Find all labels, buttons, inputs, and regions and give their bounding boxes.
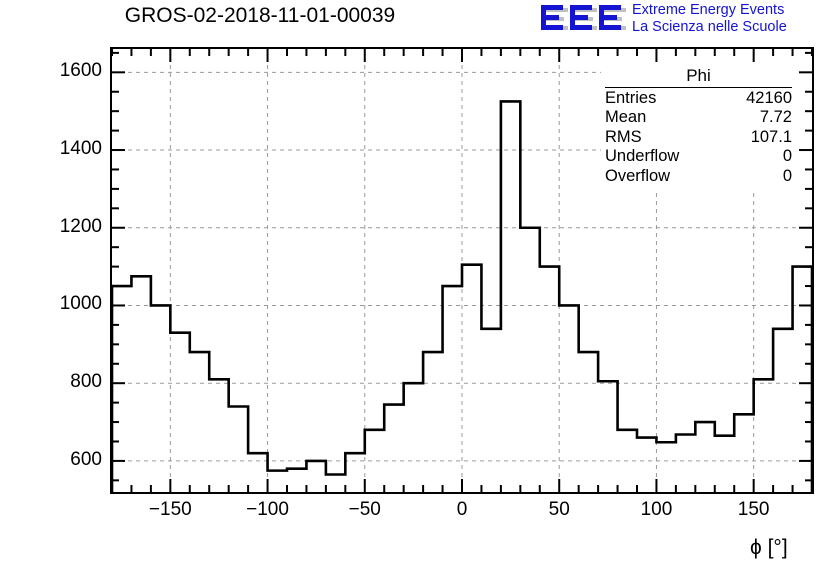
y-tick-label: 1600	[59, 60, 102, 82]
stats-title: Phi	[605, 66, 792, 88]
page-title: GROS-02-2018-11-01-00039	[124, 4, 396, 27]
x-tick-label: −150	[148, 499, 192, 520]
x-tick-label: 150	[737, 499, 770, 520]
stats-box: Phi Entries 42160 Mean 7.72 RMS 107.1 Underflo…	[601, 64, 796, 189]
stats-row-value: 0	[782, 166, 792, 185]
stats-row-value: 42160	[746, 88, 792, 107]
x-axis-title: ϕ [°]	[750, 536, 788, 559]
stats-row-key: Mean	[605, 108, 647, 126]
y-tick-label: 1400	[59, 138, 102, 160]
eee-logo-line1: Extreme Energy Events	[632, 2, 785, 18]
stats-rows: Entries 42160 Mean 7.72 RMS 107.1 Underflow 0 Ov…	[605, 89, 792, 187]
x-tick-label: 50	[548, 499, 570, 520]
stats-row: Overflow 0	[605, 167, 792, 187]
axis-ticks	[112, 49, 812, 492]
x-tick-label: 0	[456, 499, 468, 520]
y-tick-label: 800	[70, 371, 102, 393]
stats-row: RMS 107.1	[605, 128, 792, 148]
histogram-step-line	[112, 100, 812, 492]
stats-row-key: Underflow	[605, 147, 680, 165]
stats-row: Mean 7.72	[605, 108, 792, 128]
plot-area	[112, 49, 812, 492]
stats-row: Underflow 0	[605, 147, 792, 167]
eee-logo: Extreme Energy Events La Scienza nelle S…	[540, 2, 834, 40]
x-tick-label: 100	[640, 499, 673, 520]
stats-row-key: RMS	[605, 127, 642, 146]
histogram-svg	[112, 49, 812, 492]
eee-logo-line2: La Scienza nelle Scuole	[632, 19, 787, 35]
x-tick-label: −100	[246, 499, 289, 520]
y-tick-label: 600	[70, 448, 102, 470]
stats-row: Entries 42160	[605, 89, 792, 109]
stats-row-value: 107.1	[750, 127, 792, 146]
stats-row-key: Entries	[605, 88, 657, 107]
stats-row-value: 7.72	[759, 108, 792, 126]
y-tick-label: 1200	[59, 215, 102, 237]
x-tick-label: −50	[348, 499, 381, 520]
eee-logo-text: Extreme Energy Events La Scienza nelle S…	[632, 2, 836, 36]
y-tick-label: 1000	[59, 293, 102, 315]
stats-row-key: Overflow	[605, 166, 671, 185]
stats-row-value: 0	[782, 147, 792, 165]
eee-logo-mark-icon	[541, 5, 626, 30]
